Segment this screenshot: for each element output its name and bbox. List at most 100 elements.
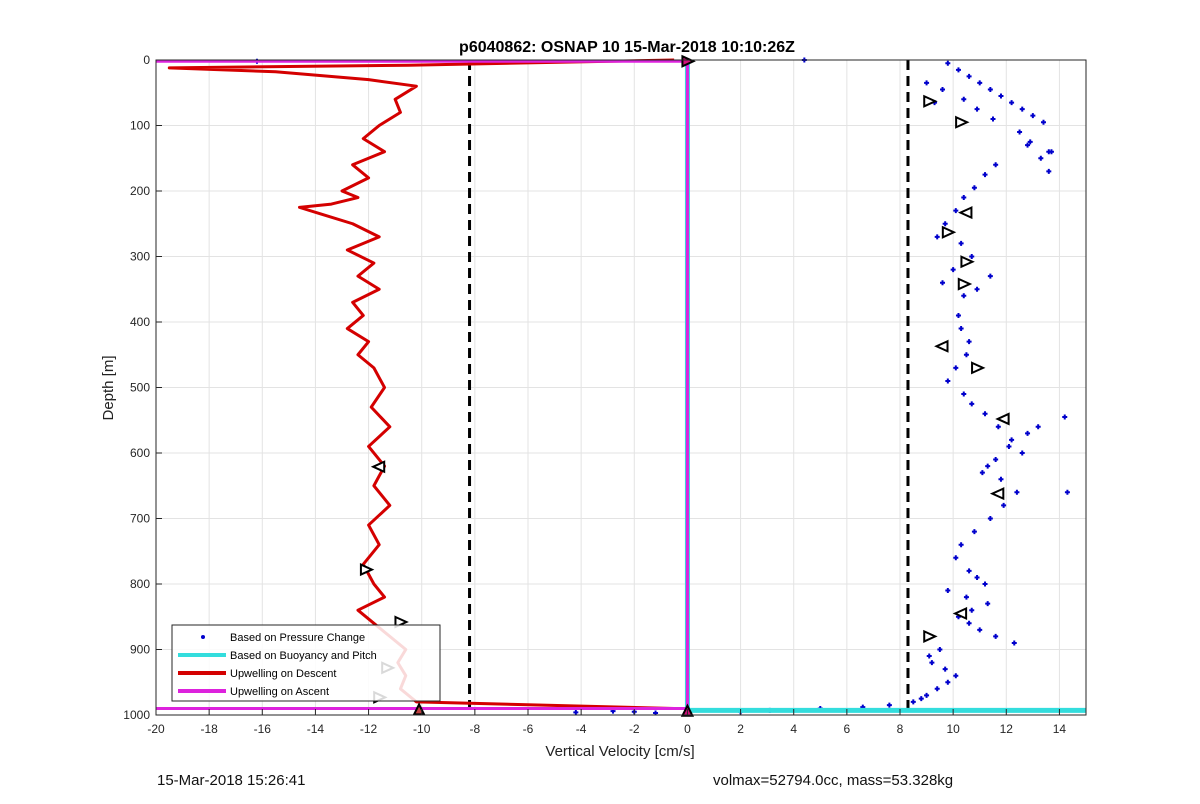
marker-triangle xyxy=(681,54,696,68)
x-tick-label: -2 xyxy=(629,722,640,736)
data-point xyxy=(974,286,980,292)
x-tick-label: 12 xyxy=(1000,722,1014,736)
data-point xyxy=(1046,168,1052,174)
data-point xyxy=(958,542,964,548)
x-tick-label: 10 xyxy=(946,722,960,736)
data-point xyxy=(977,627,983,633)
data-point xyxy=(1048,149,1054,155)
data-point xyxy=(924,80,930,86)
x-tick-label: 4 xyxy=(790,722,797,736)
marker-triangle xyxy=(394,615,409,629)
data-point xyxy=(1014,489,1020,495)
data-point xyxy=(1025,142,1031,148)
data-point xyxy=(979,470,985,476)
data-point xyxy=(1017,129,1023,135)
marker-triangle xyxy=(971,361,986,375)
data-point xyxy=(918,696,924,702)
marker-triangle xyxy=(923,94,938,108)
data-point xyxy=(998,93,1004,99)
data-point xyxy=(940,86,946,92)
y-axis-label: Depth [m] xyxy=(100,355,117,420)
x-tick-label: 8 xyxy=(897,722,904,736)
legend-label: Upwelling on Ascent xyxy=(230,686,329,698)
data-point xyxy=(942,221,948,227)
data-point xyxy=(985,463,991,469)
data-point xyxy=(966,620,972,626)
data-point xyxy=(945,588,951,594)
data-point xyxy=(1027,139,1033,145)
marker-triangle xyxy=(370,460,386,474)
axes: -20 -18 -16 -14 -12 -10 -8 -6 -4 -2 0 2 4 6 8 10 12 14010… xyxy=(123,53,1087,736)
y-tick-label: 0 xyxy=(143,53,150,67)
data-point xyxy=(958,240,964,246)
data-point xyxy=(995,424,1001,430)
data-point xyxy=(961,391,967,397)
data-point xyxy=(961,293,967,299)
data-point xyxy=(987,516,993,521)
data-point xyxy=(966,568,972,574)
x-tick-label: -8 xyxy=(470,722,481,736)
legend-label: Based on Pressure Change xyxy=(230,632,365,644)
data-point xyxy=(934,686,940,692)
y-tick-label: 500 xyxy=(130,381,150,395)
x-tick-label: 14 xyxy=(1053,722,1067,736)
data-point xyxy=(993,162,999,168)
chart-title: p6040862: OSNAP 10 15-Mar-2018 10:10:26Z xyxy=(459,39,795,56)
data-point xyxy=(1030,113,1036,119)
data-point xyxy=(966,73,972,79)
x-tick-label: -12 xyxy=(360,722,378,736)
y-tick-label: 300 xyxy=(130,250,150,264)
data-point xyxy=(974,574,980,580)
data-point xyxy=(953,555,959,561)
data-point xyxy=(953,365,959,371)
data-point xyxy=(950,267,956,273)
x-tick-label: 6 xyxy=(844,722,851,736)
series-line xyxy=(167,58,675,710)
data-point xyxy=(990,116,996,122)
data-point xyxy=(934,234,940,240)
footer-volmax-mass: volmax=52794.0cc, mass=53.328kg xyxy=(713,772,954,789)
data-point xyxy=(1062,414,1068,420)
data-point xyxy=(998,476,1004,482)
data-point xyxy=(987,86,993,92)
data-point xyxy=(982,172,988,178)
data-point xyxy=(945,679,951,685)
data-point xyxy=(1038,155,1044,161)
data-point xyxy=(1011,640,1017,646)
x-tick-label: -20 xyxy=(147,722,165,736)
data-point xyxy=(982,411,988,417)
legend: Based on Pressure Change Based on Buoyanc… xyxy=(171,624,441,702)
data-point xyxy=(1009,437,1015,443)
data-point xyxy=(910,699,916,705)
y-tick-label: 400 xyxy=(130,315,150,329)
marker-triangle xyxy=(957,277,973,291)
footer-timestamp: 15-Mar-2018 15:26:41 xyxy=(157,772,306,789)
data-point xyxy=(993,633,999,639)
data-point xyxy=(982,581,988,587)
x-tick-label: -4 xyxy=(576,722,587,736)
marker-triangle xyxy=(955,115,970,129)
data-point xyxy=(955,67,961,73)
data-point xyxy=(1019,106,1025,112)
data-point xyxy=(969,607,975,613)
data-point xyxy=(966,339,972,345)
data-point xyxy=(985,601,991,607)
data-point xyxy=(1001,502,1007,508)
marker-triangle xyxy=(952,606,968,621)
data-point xyxy=(886,702,892,708)
marker-triangle xyxy=(934,339,949,353)
data-point xyxy=(955,312,961,318)
data-point xyxy=(969,401,975,407)
x-tick-label: -10 xyxy=(413,722,431,736)
data-point xyxy=(987,273,993,279)
data-point xyxy=(971,185,977,191)
data-point xyxy=(937,647,943,652)
data-point xyxy=(945,60,951,66)
data-point xyxy=(977,80,983,86)
x-tick-label: -18 xyxy=(200,722,218,736)
data-point xyxy=(974,106,980,112)
marker-triangle xyxy=(960,255,975,269)
marker-triangle xyxy=(359,563,375,577)
data-point xyxy=(1025,430,1031,436)
